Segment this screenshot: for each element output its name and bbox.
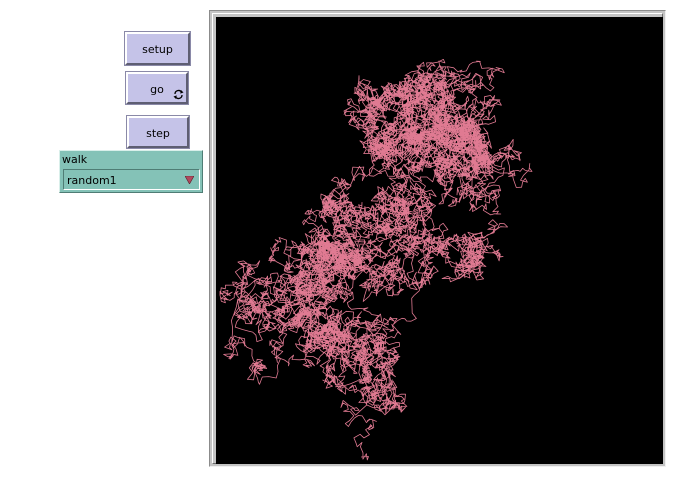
step-button[interactable]: step (126, 115, 190, 149)
world-view (209, 10, 666, 467)
chooser-label: walk (62, 153, 88, 166)
turtle-arrow-icon (369, 95, 386, 111)
walk-chooser: walk random1 (59, 150, 203, 193)
step-button-label: step (146, 127, 170, 140)
walk-select[interactable]: random1 (63, 169, 200, 190)
random-walk-trail (219, 59, 533, 461)
dropdown-arrow-icon (185, 176, 194, 184)
setup-button-label: setup (142, 43, 173, 56)
chooser-value: random1 (67, 174, 117, 187)
forever-icon (173, 89, 184, 100)
go-button[interactable]: go (125, 71, 189, 105)
setup-button[interactable]: setup (124, 31, 191, 66)
world-canvas[interactable] (216, 17, 663, 464)
go-button-label: go (150, 83, 164, 96)
world-view-frame (212, 13, 663, 464)
trail-path (219, 59, 533, 461)
